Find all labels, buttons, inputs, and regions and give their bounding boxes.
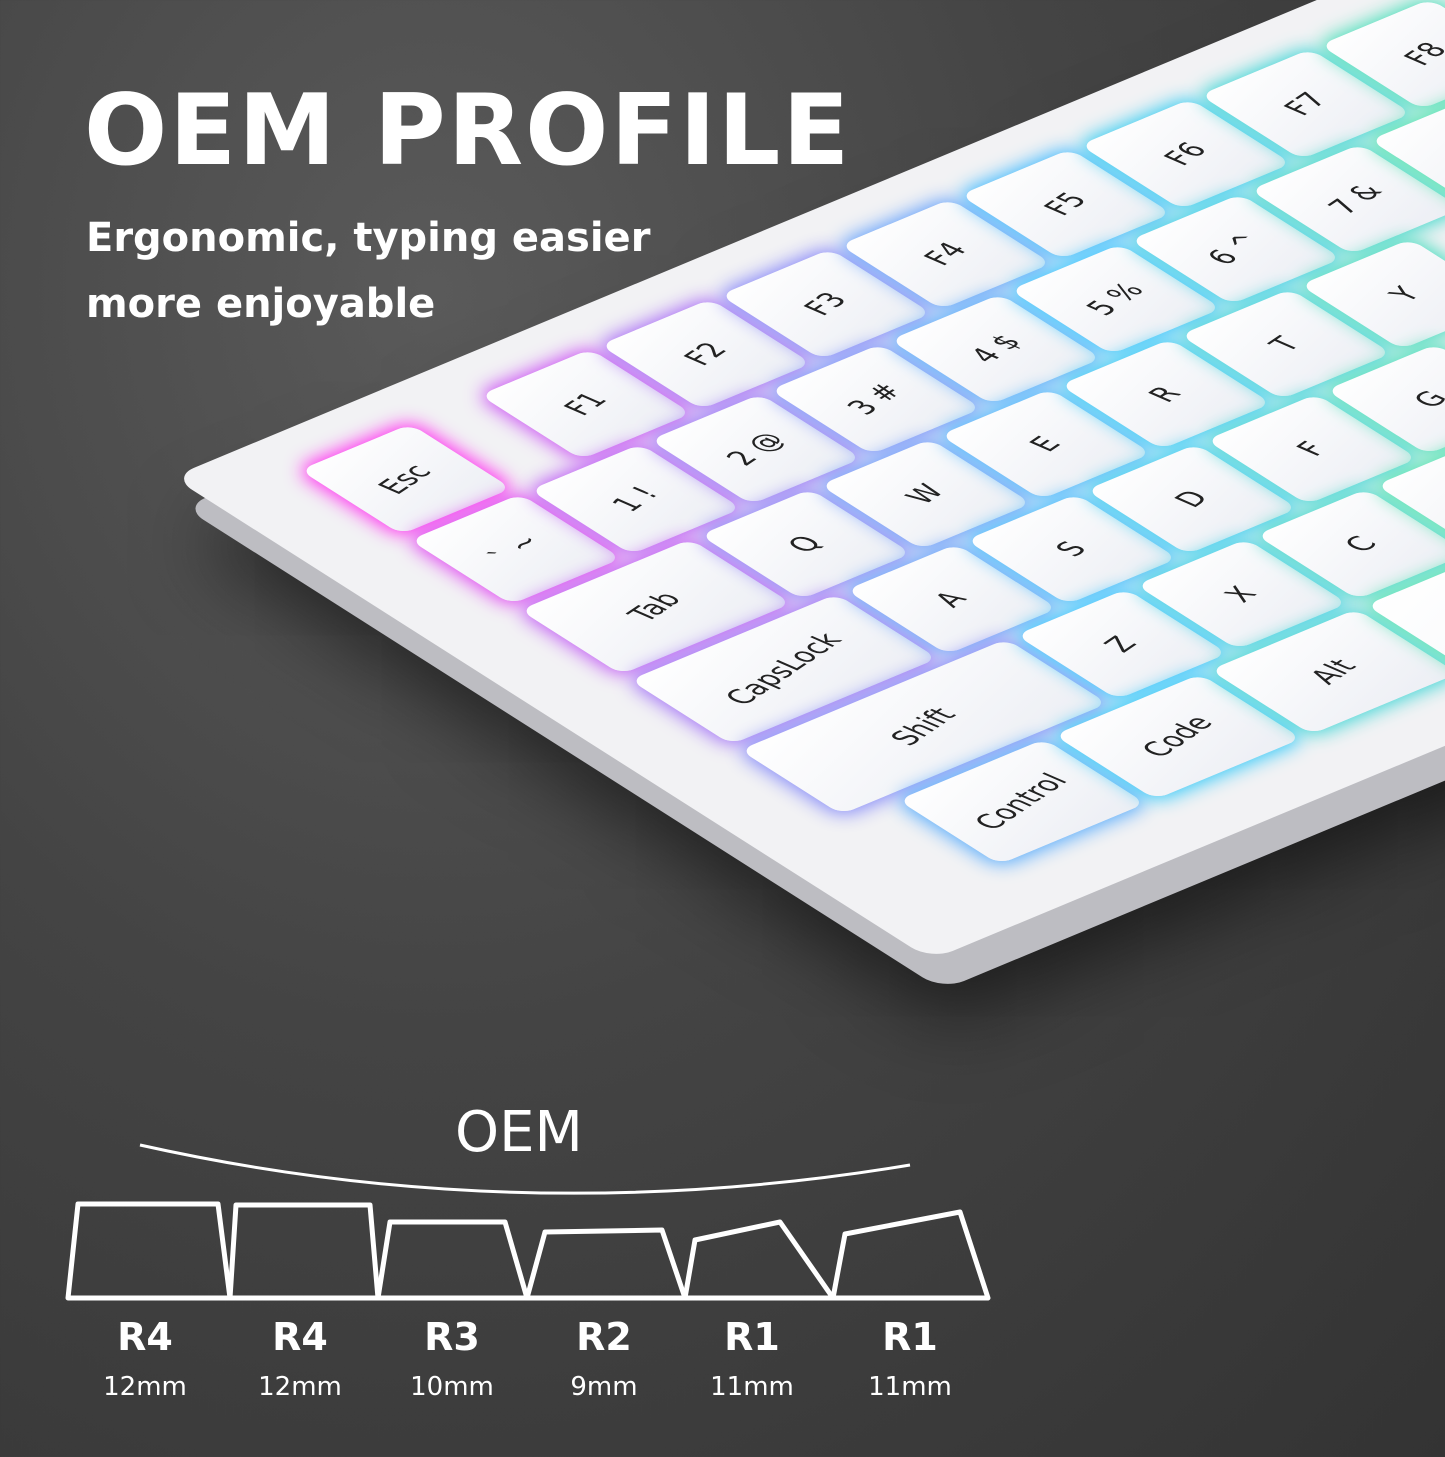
keycap-profile-shape bbox=[227, 1202, 381, 1301]
subtitle-line-2: more enjoyable bbox=[86, 281, 436, 327]
row-label: R2 bbox=[576, 1315, 632, 1359]
row-height: 11mm bbox=[710, 1372, 794, 1402]
row-label: R1 bbox=[724, 1315, 780, 1359]
keycap-profile-shape bbox=[830, 1209, 991, 1301]
row-height: 12mm bbox=[258, 1372, 342, 1402]
row-label: R1 bbox=[882, 1315, 938, 1359]
profile-label: OEM bbox=[455, 1100, 583, 1165]
keycap-profile-shape bbox=[682, 1219, 836, 1301]
row-height: 12mm bbox=[103, 1372, 187, 1402]
profile-curve bbox=[139, 1143, 911, 1195]
subtitle-line-1: Ergonomic, typing easier bbox=[86, 215, 651, 261]
row-label: R4 bbox=[117, 1315, 173, 1359]
row-label: R3 bbox=[424, 1315, 480, 1359]
keycap-profile-shape bbox=[65, 1201, 233, 1301]
row-height: 10mm bbox=[410, 1372, 494, 1402]
row-label: R4 bbox=[272, 1315, 328, 1359]
keycap-profile-shape bbox=[375, 1219, 530, 1301]
keycap-profile-shape bbox=[524, 1227, 688, 1301]
headline: OEM PROFILE bbox=[84, 74, 852, 188]
row-height: 11mm bbox=[868, 1372, 952, 1402]
row-height: 9mm bbox=[570, 1372, 638, 1402]
